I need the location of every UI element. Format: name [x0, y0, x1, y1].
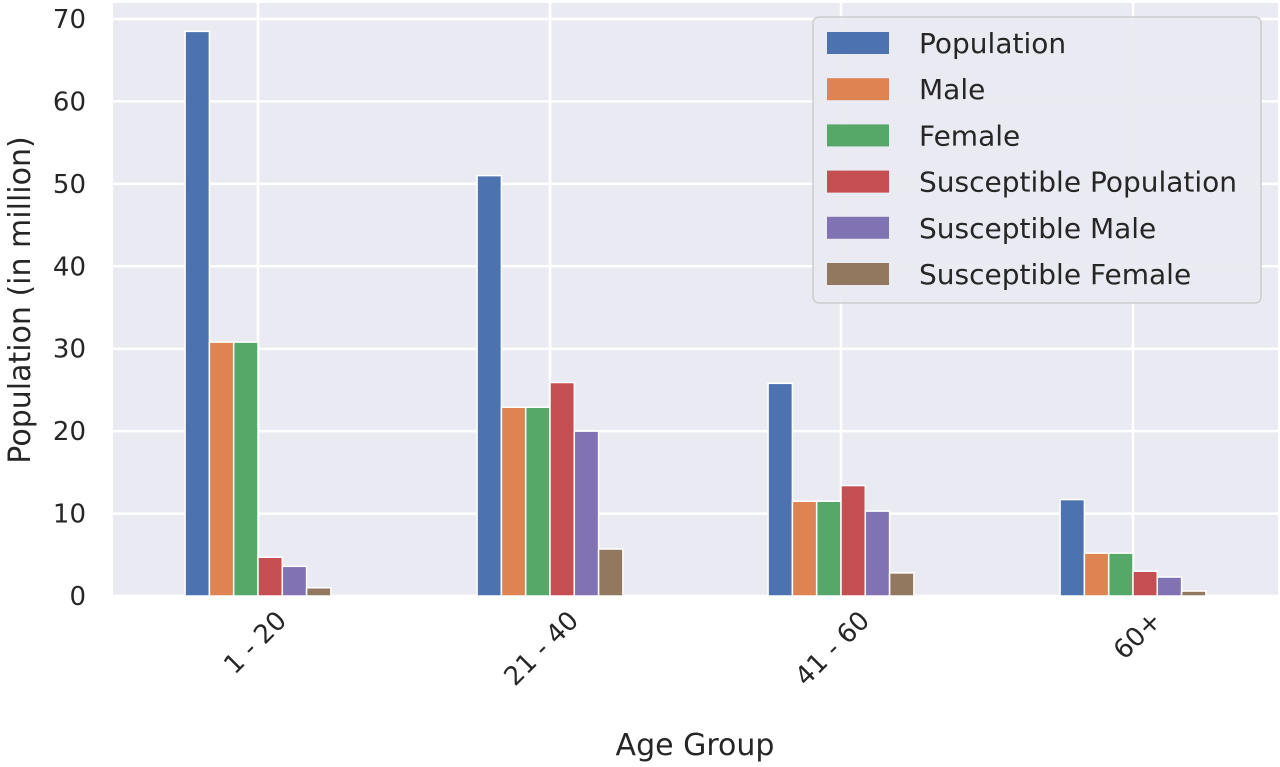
bar [1059, 498, 1086, 597]
bar [597, 548, 624, 597]
legend-box [812, 16, 1262, 304]
bar [1132, 570, 1159, 597]
bar [281, 565, 308, 597]
y-tick-label: 60 [53, 87, 86, 117]
x-tick-labels: 1 - 20 21 - 40 41 - 60 60+ [218, 606, 1168, 692]
legend-label: Susceptible Female [919, 258, 1191, 291]
bar [1156, 576, 1183, 597]
y-tick-label: 10 [53, 500, 86, 530]
y-tick-label: 0 [69, 582, 86, 612]
legend-swatch [827, 216, 889, 239]
y-tick-label: 20 [53, 417, 86, 447]
legend-label: Female [919, 119, 1020, 152]
bar [208, 341, 235, 597]
y-tick-label: 30 [53, 335, 86, 365]
x-tick-label: 60+ [1108, 606, 1168, 666]
bar [767, 382, 794, 597]
bar [184, 30, 211, 597]
bar [815, 500, 842, 597]
x-axis-label: Age Group [616, 728, 775, 763]
legend-label: Population [919, 27, 1066, 60]
x-tick-label: 41 - 60 [790, 606, 876, 692]
y-tick-label: 70 [53, 5, 86, 35]
bar [500, 406, 527, 597]
bar [840, 484, 867, 597]
bar [257, 556, 284, 597]
x-tick-label: 21 - 40 [499, 606, 585, 692]
bar [524, 406, 551, 597]
bar [1180, 590, 1207, 597]
legend-swatch [827, 263, 889, 285]
x-tick-label: 1 - 20 [218, 606, 293, 681]
bar [864, 510, 891, 597]
y-tick-labels: 0 10 20 30 40 50 60 70 [53, 5, 86, 612]
bar [476, 174, 503, 597]
bar [791, 500, 818, 597]
bar [1083, 552, 1110, 597]
legend-swatch [827, 32, 889, 54]
legend-label: Susceptible Male [919, 212, 1156, 245]
legend-swatch [827, 170, 889, 193]
bar [888, 572, 915, 597]
legend: Population Male Female Susceptible Populati… [812, 16, 1262, 304]
legend-label: Susceptible Population [919, 166, 1237, 199]
bar [305, 587, 332, 597]
bar [1107, 552, 1134, 597]
y-tick-label: 40 [53, 252, 86, 282]
y-axis-label: Population (in million) [3, 136, 38, 463]
bar [573, 430, 600, 597]
legend-swatch [827, 124, 889, 147]
y-tick-label: 50 [53, 170, 86, 200]
bar [232, 341, 259, 597]
legend-swatch [827, 78, 889, 101]
bar [549, 381, 576, 597]
legend-label: Male [919, 73, 985, 106]
bars [184, 30, 1207, 597]
